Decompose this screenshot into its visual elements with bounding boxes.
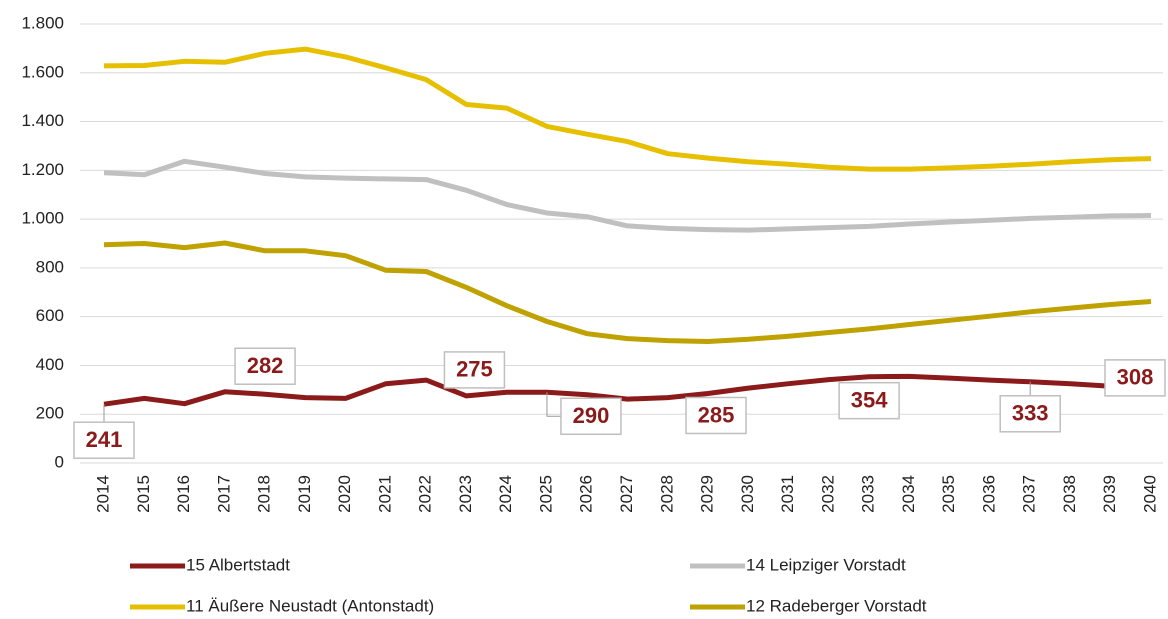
leader-line xyxy=(546,392,561,417)
legend-label: 14 Leipziger Vorstadt xyxy=(746,555,906,574)
data-label: 290 xyxy=(573,403,610,428)
legend-label: 15 Albertstadt xyxy=(186,555,290,574)
series-line xyxy=(103,240,1152,344)
x-tick-label: 2025 xyxy=(536,475,555,513)
data-label: 354 xyxy=(851,387,888,412)
y-tick-label: 600 xyxy=(36,306,64,325)
x-tick-label: 2022 xyxy=(416,475,435,513)
x-tick-label: 2037 xyxy=(1020,475,1039,513)
series-line xyxy=(103,46,1152,172)
y-tick-label: 1.200 xyxy=(21,160,64,179)
x-tick-label: 2014 xyxy=(93,475,112,513)
x-tick-label: 2021 xyxy=(375,475,394,513)
x-tick-label: 2034 xyxy=(899,475,918,513)
x-tick-label: 2039 xyxy=(1100,475,1119,513)
data-label-box xyxy=(443,351,506,389)
y-tick-label: 1.000 xyxy=(21,209,64,228)
x-tick-label: 2023 xyxy=(456,475,475,513)
legend-label: 11 Äußere Neustadt (Antonstadt) xyxy=(186,596,434,615)
x-tick-label: 2029 xyxy=(698,475,717,513)
x-tick-label: 2026 xyxy=(577,475,596,513)
data-label: 285 xyxy=(698,402,735,427)
data-label: 333 xyxy=(1012,401,1049,426)
x-tick-label: 2018 xyxy=(255,475,274,513)
x-tick-label: 2028 xyxy=(657,475,676,513)
x-tick-label: 2033 xyxy=(859,475,878,513)
data-label-box xyxy=(999,395,1061,433)
x-tick-label: 2031 xyxy=(778,475,797,513)
x-tick-label: 2036 xyxy=(979,475,998,513)
y-tick-label: 1.600 xyxy=(21,62,64,81)
x-tick-label: 2017 xyxy=(214,475,233,513)
x-tick-label: 2024 xyxy=(496,475,515,513)
legend-label: 12 Radeberger Vorstadt xyxy=(746,596,927,615)
x-tick-label: 2032 xyxy=(818,475,837,513)
y-tick-label: 800 xyxy=(36,257,64,276)
data-label-box xyxy=(1104,359,1166,397)
data-label-box xyxy=(838,381,900,420)
data-label-box xyxy=(73,421,135,459)
x-tick-label: 2015 xyxy=(134,475,153,513)
y-tick-label: 200 xyxy=(36,404,64,423)
series-line xyxy=(103,158,1152,233)
x-tick-label: 2019 xyxy=(295,475,314,513)
y-tick-label: 400 xyxy=(36,355,64,374)
x-tick-label: 2035 xyxy=(939,475,958,513)
data-label-box xyxy=(685,396,747,435)
y-tick-label: 1.400 xyxy=(21,111,64,130)
x-tick-label: 2038 xyxy=(1060,475,1079,513)
data-label: 241 xyxy=(86,427,123,452)
series-line xyxy=(103,373,1152,407)
y-tick-label: 0 xyxy=(55,452,64,471)
data-label: 275 xyxy=(456,357,493,382)
data-label-box xyxy=(234,347,296,385)
data-label-box xyxy=(560,397,622,436)
x-tick-label: 2027 xyxy=(617,475,636,513)
y-tick-label: 1.800 xyxy=(21,13,64,32)
x-tick-label: 2016 xyxy=(174,475,193,513)
data-label: 282 xyxy=(247,353,284,378)
x-tick-label: 2020 xyxy=(335,475,354,513)
data-label: 308 xyxy=(1117,365,1154,390)
x-tick-label: 2040 xyxy=(1140,475,1159,513)
x-tick-label: 2030 xyxy=(738,475,757,513)
